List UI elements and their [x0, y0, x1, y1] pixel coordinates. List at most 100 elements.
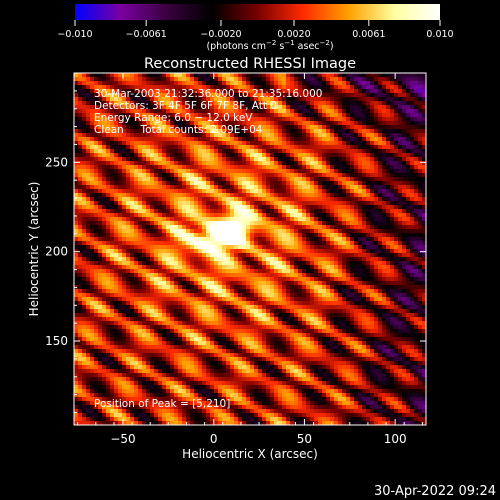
heatmap-cell — [202, 297, 207, 302]
heatmap-cell — [310, 257, 315, 262]
heatmap-cell — [358, 165, 363, 170]
heatmap-cell — [102, 269, 107, 274]
heatmap-cell — [334, 161, 339, 166]
heatmap-cell — [294, 225, 299, 230]
heatmap-cell — [294, 129, 299, 134]
heatmap-cell — [118, 269, 123, 274]
heatmap-cell — [370, 113, 375, 118]
heatmap-cell — [326, 249, 331, 254]
heatmap-cell — [106, 261, 111, 266]
heatmap-cell — [110, 185, 115, 190]
heatmap-cell — [162, 245, 167, 250]
heatmap-cell — [390, 105, 395, 110]
heatmap-cell — [346, 133, 351, 138]
heatmap-cell — [118, 233, 123, 238]
heatmap-cell — [334, 169, 339, 174]
heatmap-cell — [238, 253, 243, 258]
heatmap-cell — [98, 197, 103, 202]
heatmap-cell — [362, 253, 367, 258]
heatmap-cell — [274, 137, 279, 142]
heatmap-cell — [314, 281, 319, 286]
heatmap-cell — [122, 261, 127, 266]
heatmap-cell — [98, 157, 103, 162]
heatmap-cell — [278, 137, 283, 142]
heatmap-cell — [302, 77, 307, 82]
heatmap-cell — [294, 169, 299, 174]
heatmap-cell — [170, 213, 175, 218]
heatmap-cell — [106, 101, 111, 106]
heatmap-cell — [378, 157, 383, 162]
heatmap-cell — [386, 177, 391, 182]
heatmap-cell — [162, 93, 167, 98]
heatmap-cell — [158, 213, 163, 218]
heatmap-cell — [418, 277, 423, 282]
heatmap-cell — [110, 157, 115, 162]
heatmap-cell — [102, 149, 107, 154]
heatmap-cell — [254, 193, 259, 198]
heatmap-cell — [286, 197, 291, 202]
heatmap-cell — [74, 181, 79, 186]
heatmap-cell — [242, 241, 247, 246]
heatmap-cell — [390, 133, 395, 138]
heatmap-cell — [134, 97, 139, 102]
heatmap-cell — [298, 113, 303, 118]
heatmap-cell — [154, 97, 159, 102]
heatmap-cell — [146, 277, 151, 282]
heatmap-cell — [350, 137, 355, 142]
heatmap-cell — [234, 141, 239, 146]
colorbar-tick-label: 0.010 — [426, 29, 453, 40]
heatmap-cell — [382, 125, 387, 130]
heatmap-cell — [338, 77, 343, 82]
heatmap-cell — [250, 81, 255, 86]
heatmap-cell — [130, 193, 135, 198]
heatmap-cell — [294, 93, 299, 98]
heatmap-cell — [270, 149, 275, 154]
heatmap-cell — [234, 93, 239, 98]
heatmap-cell — [318, 105, 323, 110]
heatmap-cell — [274, 265, 279, 270]
heatmap-cell — [214, 81, 219, 86]
heatmap-cell — [346, 253, 351, 258]
heatmap-cell — [242, 269, 247, 274]
heatmap-cell — [374, 225, 379, 230]
heatmap-cell — [222, 273, 227, 278]
heatmap-cell — [158, 133, 163, 138]
heatmap-cell — [78, 225, 83, 230]
heatmap-cell — [290, 189, 295, 194]
heatmap-cell — [354, 153, 359, 158]
heatmap-cell — [190, 93, 195, 98]
heatmap-cell — [94, 141, 99, 146]
heatmap-cell — [194, 213, 199, 218]
heatmap-cell — [402, 285, 407, 290]
heatmap-cell — [174, 145, 179, 150]
heatmap-cell — [226, 257, 231, 262]
heatmap-cell — [206, 257, 211, 262]
heatmap-cell — [142, 249, 147, 254]
heatmap-cell — [306, 109, 311, 114]
heatmap-cell — [326, 257, 331, 262]
heatmap-cell — [174, 93, 179, 98]
heatmap-cell — [82, 241, 87, 246]
heatmap-cell — [414, 217, 419, 222]
heatmap-cell — [306, 73, 311, 78]
heatmap-cell — [122, 109, 127, 114]
heatmap-cell — [262, 273, 267, 278]
heatmap-cell — [242, 137, 247, 142]
heatmap-cell — [238, 73, 243, 78]
heatmap-cell — [194, 229, 199, 234]
heatmap-cell — [314, 97, 319, 102]
heatmap-cell — [158, 165, 163, 170]
heatmap-cell — [202, 165, 207, 170]
heatmap-cell — [198, 281, 203, 286]
heatmap-cell — [206, 85, 211, 90]
heatmap-cell — [122, 245, 127, 250]
heatmap-cell — [82, 109, 87, 114]
heatmap-cell — [354, 73, 359, 78]
heatmap-cell — [206, 141, 211, 146]
heatmap-cell — [370, 117, 375, 122]
heatmap-cell — [126, 233, 131, 238]
heatmap-cell — [206, 221, 211, 226]
heatmap-cell — [410, 141, 415, 146]
heatmap-cell — [238, 85, 243, 90]
heatmap-cell — [254, 277, 259, 282]
